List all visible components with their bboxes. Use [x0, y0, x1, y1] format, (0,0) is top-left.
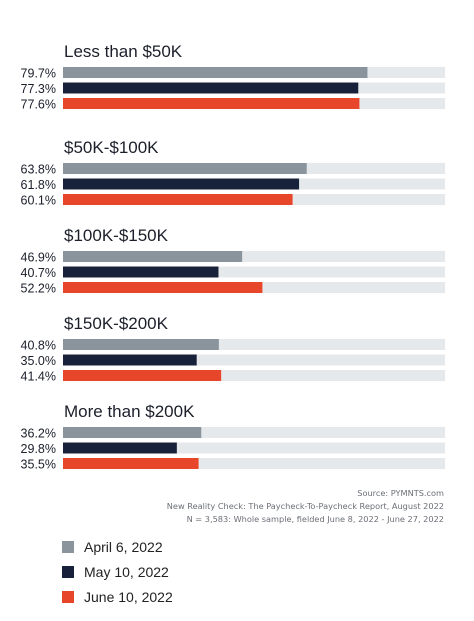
- legend-item: April 6, 2022: [62, 534, 173, 559]
- data-label: 36.2%: [21, 427, 56, 441]
- bar: [63, 82, 359, 94]
- bar: [63, 354, 197, 366]
- legend-label: May 10, 2022: [84, 563, 169, 580]
- group-title: $50K-$100K: [64, 138, 159, 157]
- bar-track: [63, 370, 445, 381]
- data-label: 60.1%: [21, 194, 56, 208]
- bar: [63, 67, 368, 78]
- data-label: 40.7%: [21, 266, 56, 280]
- bar: [63, 178, 300, 190]
- legend-swatch: [62, 540, 74, 553]
- data-label: 46.9%: [21, 251, 56, 265]
- bar-track: [63, 427, 445, 438]
- data-label: 29.8%: [21, 442, 56, 456]
- data-label: 77.6%: [21, 98, 56, 112]
- group-title: $150K-$200K: [64, 314, 169, 333]
- data-label: 40.8%: [21, 339, 56, 353]
- data-label: 79.7%: [21, 67, 56, 81]
- bar: [63, 370, 222, 381]
- source-line: New Reality Check: The Paycheck-To-Paych…: [166, 501, 444, 511]
- data-label: 52.2%: [21, 282, 56, 296]
- source-note: Source: PYMNTS.com New Reality Check: Th…: [167, 487, 444, 526]
- legend-swatch: [62, 565, 74, 578]
- legend-item: June 10, 2022: [62, 584, 173, 609]
- group-title: More than $200K: [64, 402, 195, 421]
- bar-track: [63, 251, 445, 262]
- bar: [63, 163, 307, 174]
- bar: [63, 251, 243, 262]
- legend-label: April 6, 2022: [84, 538, 163, 555]
- data-label: 35.5%: [21, 458, 56, 472]
- group-title: $100K-$150K: [64, 226, 169, 245]
- bar-track: [63, 458, 445, 469]
- bar-track: [63, 354, 445, 366]
- group-title: Less than $50K: [64, 42, 183, 61]
- bar: [63, 458, 199, 469]
- source-line: Source: PYMNTS.com: [357, 488, 444, 498]
- bar: [63, 442, 177, 454]
- bar: [63, 98, 360, 109]
- data-label: 61.8%: [21, 178, 56, 192]
- bar: [63, 339, 219, 350]
- legend-swatch: [62, 590, 74, 603]
- data-label: 41.4%: [21, 370, 56, 384]
- data-label: 35.0%: [21, 354, 56, 368]
- legend-item: May 10, 2022: [62, 559, 173, 584]
- bar-track: [63, 266, 445, 278]
- bar: [63, 194, 293, 205]
- bar-track: [63, 442, 445, 454]
- legend-label: June 10, 2022: [84, 588, 173, 605]
- bar: [63, 266, 219, 278]
- data-label: 77.3%: [21, 82, 56, 96]
- legend: April 6, 2022 May 10, 2022 June 10, 2022: [62, 534, 173, 609]
- data-label: 63.8%: [21, 163, 56, 177]
- bar: [63, 427, 202, 438]
- bar: [63, 282, 263, 293]
- source-line: N = 3,583: Whole sample, fielded June 8,…: [186, 514, 444, 524]
- bar-track: [63, 339, 445, 350]
